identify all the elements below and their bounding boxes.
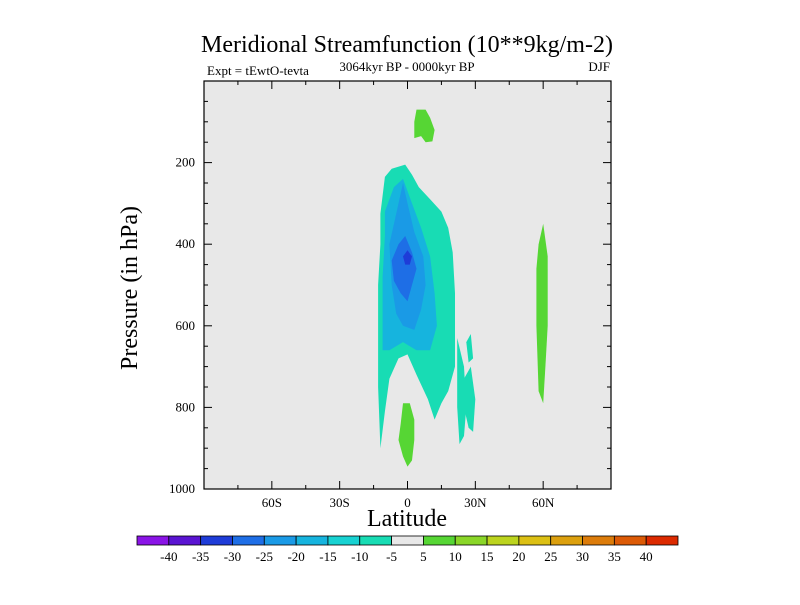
- colorbar-label: 10: [449, 549, 462, 564]
- x-axis-label: Latitude: [367, 506, 447, 532]
- colorbar-box: [486, 535, 520, 546]
- plot-frame: [203, 80, 612, 490]
- colorbar-box: [454, 535, 488, 546]
- colorbar-box: [582, 535, 615, 546]
- colorbar-box: [550, 535, 583, 546]
- colorbar-label: -10: [351, 549, 368, 564]
- y-tick-label: 200: [176, 155, 196, 170]
- x-tick-label: 30S: [330, 495, 350, 510]
- contour-region-positive-cell-60n: [536, 223, 548, 404]
- left-string: Expt = tEwtO-tevta: [207, 63, 309, 78]
- center-string: 3064kyr BP - 0000kyr BP: [339, 59, 474, 74]
- colorbar-box: [200, 535, 233, 546]
- axis-ticks: 60S 30S 0 30N 60N 200 400 600 800 1000: [169, 81, 612, 510]
- colorbar-label: 40: [640, 549, 653, 564]
- colorbar-label: -25: [256, 549, 273, 564]
- colorbar-box: [232, 535, 265, 546]
- colorbar-box: [295, 535, 329, 546]
- colorbar-box: [263, 535, 297, 546]
- contour-region-positive-cell-surface: [398, 403, 415, 467]
- x-tick-label: 0: [404, 495, 411, 510]
- colorbar-label: -20: [287, 549, 304, 564]
- colorbar-box: [613, 535, 647, 546]
- colorbar-label: -15: [319, 549, 336, 564]
- colorbar-label: 25: [544, 549, 557, 564]
- colorbar-label: 20: [512, 549, 525, 564]
- contour-region-negative-narrow-a: [457, 338, 467, 445]
- colorbar: -40 -35 -30 -25 -20 -15 -10 -5 5 10 15 20 25 30 35 40: [136, 535, 679, 564]
- colorbar-box: [518, 535, 552, 546]
- colorbar-label: 30: [576, 549, 589, 564]
- colorbar-box: [423, 535, 456, 546]
- colorbar-label: -40: [160, 549, 177, 564]
- y-tick-label: 600: [176, 318, 196, 333]
- colorbar-label: -35: [192, 549, 209, 564]
- colorbar-box: [645, 535, 679, 546]
- colorbar-label: 5: [420, 549, 427, 564]
- contour-region-negative-core: [391, 236, 417, 302]
- colorbar-box: [168, 535, 202, 546]
- colorbar-label: -5: [386, 549, 397, 564]
- chart-title: Meridional Streamfunction (10**9kg/m-2): [201, 32, 613, 58]
- y-axis-label: Pressure (in hPa): [117, 206, 143, 370]
- contour-region-negative-narrow-b: [464, 366, 476, 432]
- colorbar-box: [136, 535, 170, 546]
- x-tick-label: 60N: [532, 495, 555, 510]
- colorbar-label: 35: [608, 549, 621, 564]
- contour-regions: [378, 109, 548, 467]
- x-tick-label: 60S: [262, 495, 282, 510]
- colorbar-label: 15: [481, 549, 494, 564]
- contour-region-negative-narrow-c: [466, 334, 474, 363]
- contour-region-positive-cell-upper: [414, 109, 435, 143]
- y-tick-label: 1000: [169, 481, 195, 496]
- contour-region-negative-eye: [403, 250, 412, 265]
- colorbar-box: [359, 535, 392, 546]
- colorbar-box: [327, 535, 361, 546]
- y-tick-label: 800: [176, 399, 196, 414]
- colorbar-box: [391, 535, 424, 546]
- colorbar-label: -30: [224, 549, 241, 564]
- right-string: DJF: [588, 59, 610, 74]
- y-tick-label: 400: [176, 236, 196, 251]
- x-tick-label: 30N: [464, 495, 487, 510]
